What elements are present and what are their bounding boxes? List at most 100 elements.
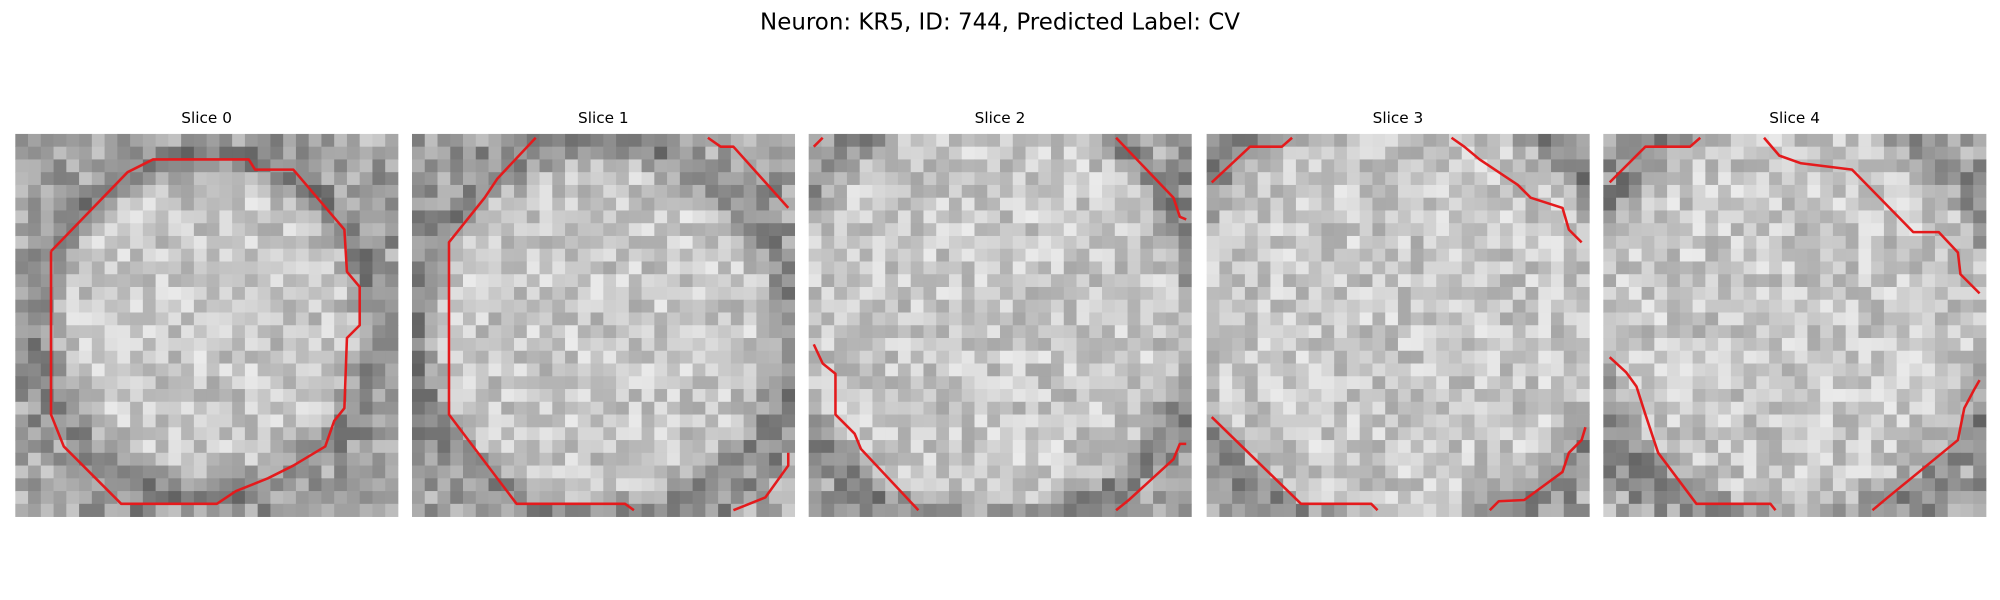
pixel (577, 338, 591, 352)
pixel (923, 184, 937, 199)
pixel (1960, 210, 1974, 224)
pixel (450, 389, 464, 403)
pixel (1334, 414, 1348, 428)
pixel (1871, 427, 1885, 441)
pixel (1487, 133, 1501, 148)
pixel (1743, 376, 1757, 390)
pixel (834, 299, 848, 313)
pixel (1973, 325, 1987, 339)
pixel (885, 389, 899, 403)
pixel (514, 299, 528, 313)
pixel (450, 414, 464, 428)
pixel (679, 478, 693, 492)
pixel (1206, 146, 1220, 160)
pixel (1063, 312, 1077, 326)
pixel (859, 478, 873, 492)
pixel (1743, 350, 1757, 364)
pixel (1858, 312, 1872, 326)
pixel (859, 503, 873, 517)
pixel (692, 248, 706, 262)
pixel (641, 312, 655, 326)
pixel (1038, 146, 1052, 160)
pixel (270, 210, 284, 224)
pixel (15, 503, 29, 517)
pixel (1525, 363, 1539, 377)
pixel (130, 491, 144, 505)
pixel (1487, 427, 1501, 441)
pixel (117, 338, 131, 352)
pixel (1628, 465, 1642, 479)
pixel (1089, 440, 1103, 454)
pixel (1474, 133, 1488, 148)
pixel (450, 146, 464, 160)
pixel (987, 440, 1001, 454)
pixel (1960, 338, 1974, 352)
pixel (1051, 172, 1065, 186)
pixel (743, 363, 757, 377)
pixel (961, 261, 975, 275)
pixel (1257, 363, 1271, 377)
pixel (872, 235, 886, 250)
pixel (1960, 440, 1974, 454)
pixel (1397, 184, 1412, 199)
pixel (308, 414, 322, 428)
pixel (270, 350, 284, 364)
pixel (1063, 491, 1077, 505)
pixel (1334, 299, 1348, 313)
pixel (53, 376, 67, 390)
pixel (168, 274, 182, 288)
pixel (514, 452, 528, 466)
pixel (781, 503, 796, 517)
pixel (1616, 299, 1630, 313)
pixel (1934, 389, 1949, 403)
pixel (155, 274, 169, 288)
pixel (1127, 452, 1141, 466)
pixel (1153, 376, 1167, 390)
pixel (1756, 223, 1770, 237)
pixel (1718, 503, 1732, 517)
pixel (295, 350, 310, 364)
pixel (565, 133, 579, 148)
pixel (1858, 261, 1872, 275)
pixel (1654, 210, 1668, 224)
pixel (372, 261, 386, 275)
pixel (219, 414, 233, 428)
pixel (1321, 338, 1335, 352)
pixel (232, 299, 246, 313)
pixel (1127, 427, 1141, 441)
pixel (463, 299, 477, 313)
pixel (1654, 248, 1668, 262)
pixel (1500, 312, 1514, 326)
pixel (1308, 146, 1322, 160)
pixel (1679, 299, 1693, 313)
pixel (1397, 427, 1412, 441)
pixel (628, 261, 642, 275)
pixel (385, 401, 399, 415)
pixel (1448, 465, 1463, 479)
pixel (667, 452, 681, 466)
pixel (705, 197, 719, 211)
pixel (257, 146, 271, 160)
pixel (1295, 274, 1310, 288)
pixel (308, 274, 322, 288)
pixel (155, 146, 169, 160)
pixel (897, 133, 912, 148)
pixel (1743, 133, 1757, 148)
pixel (1397, 197, 1412, 211)
pixel (1525, 440, 1539, 454)
pixel (1076, 223, 1090, 237)
pixel (1871, 491, 1885, 505)
pixel (295, 274, 310, 288)
pixel (1295, 261, 1310, 275)
pixel (321, 172, 335, 186)
pixel (1922, 440, 1936, 454)
pixel (79, 427, 93, 441)
pixel (872, 491, 886, 505)
pixel (1232, 427, 1246, 441)
pixel (923, 299, 937, 313)
pixel (1359, 350, 1373, 364)
pixel (730, 350, 745, 364)
pixel (1628, 235, 1642, 250)
pixel (475, 274, 489, 288)
pixel (411, 223, 426, 237)
